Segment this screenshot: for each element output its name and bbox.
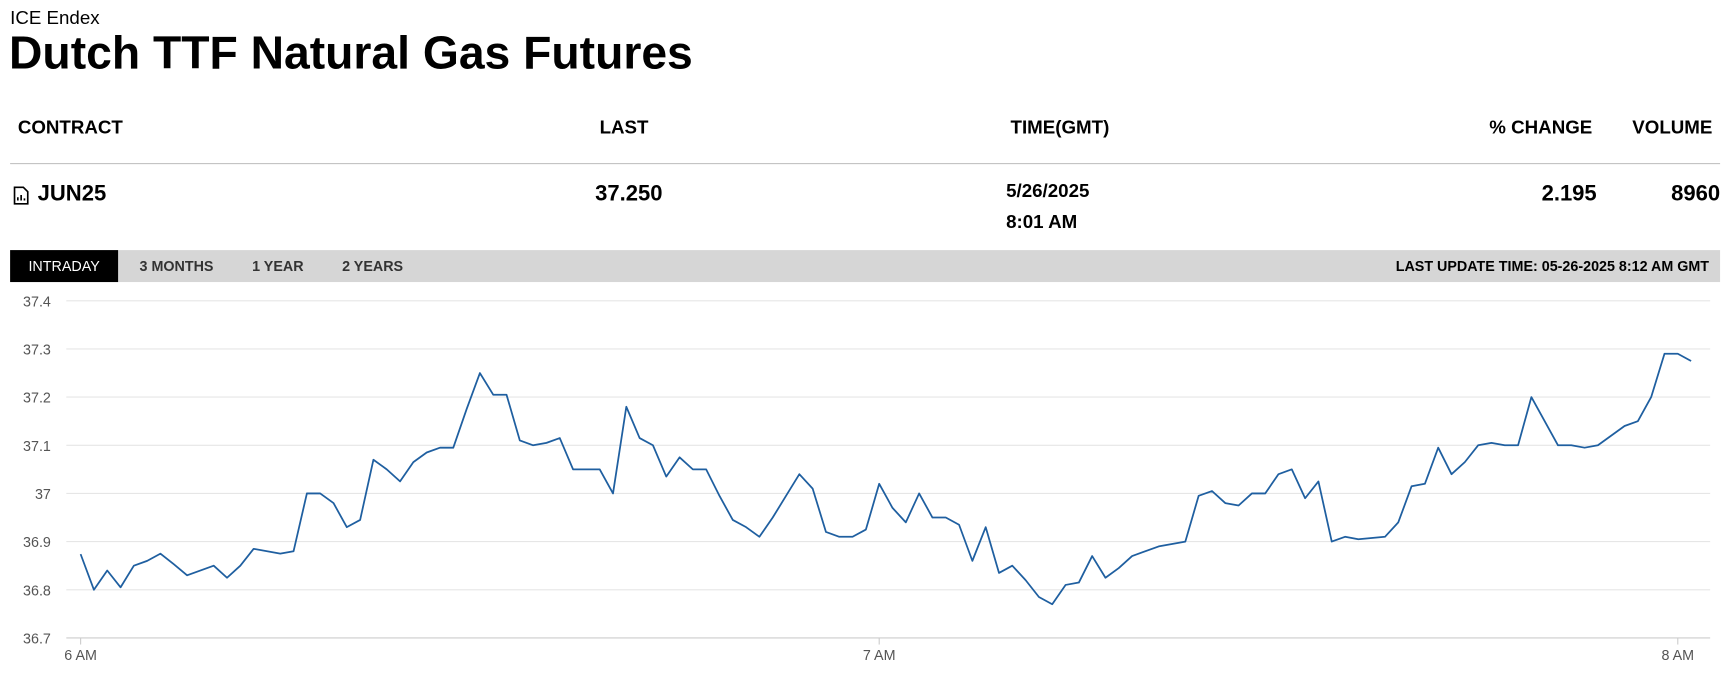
y-tick-label: 37.4 xyxy=(23,294,51,310)
y-tick-label: 37.2 xyxy=(23,391,51,407)
contract[interactable]: JUN25 xyxy=(38,181,107,206)
y-tick-label: 36.8 xyxy=(23,583,51,599)
last-price: 37.250 xyxy=(595,181,662,206)
column-header: VOLUME xyxy=(1632,116,1712,137)
last-update: LAST UPDATE TIME: 05-26-2025 8:12 AM GMT xyxy=(1396,259,1710,275)
y-tick-label: 37.1 xyxy=(23,439,51,455)
x-tick-label: 8 AM xyxy=(1661,648,1694,664)
x-tick-label: 7 AM xyxy=(863,648,896,664)
page-title: Dutch TTF Natural Gas Futures xyxy=(9,26,693,78)
tab[interactable]: 3 MONTHS xyxy=(140,259,214,275)
tab[interactable]: 2 YEARS xyxy=(342,259,403,275)
column-header: CONTRACT xyxy=(18,116,124,137)
x-tick-label: 6 AM xyxy=(64,648,97,664)
column-header: % CHANGE xyxy=(1489,116,1592,137)
volume: 8960 xyxy=(1671,181,1720,206)
tab-bar xyxy=(10,250,1721,283)
tab[interactable]: 1 YEAR xyxy=(252,259,304,275)
chart-icon[interactable] xyxy=(13,186,29,205)
exchange: ICE Endex xyxy=(10,7,100,28)
tab[interactable]: INTRADAY xyxy=(28,259,100,275)
active-tab[interactable] xyxy=(10,250,119,283)
y-tick-label: 36.9 xyxy=(23,535,51,551)
percent-change: 2.195 xyxy=(1542,181,1597,206)
column-header: LAST xyxy=(600,116,649,137)
trade-time: 8:01 AM xyxy=(1006,211,1077,232)
y-tick-label: 37.3 xyxy=(23,342,51,358)
y-tick-label: 36.7 xyxy=(23,631,51,647)
price-line xyxy=(79,352,1692,606)
column-header: TIME(GMT) xyxy=(1011,116,1110,137)
y-tick-label: 37 xyxy=(35,487,51,503)
trade-date: 5/26/2025 xyxy=(1006,180,1089,201)
